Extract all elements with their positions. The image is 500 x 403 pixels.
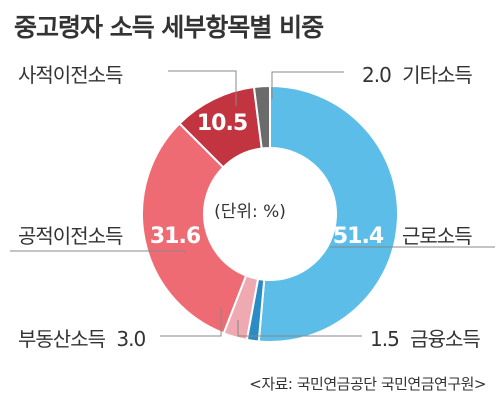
label-real-estate-name: 부동산소득 <box>18 327 106 351</box>
label-public-transfer: 공적이전소득 <box>18 224 123 248</box>
value-public-transfer: 31.6 <box>150 224 201 249</box>
slice-0 <box>257 84 399 343</box>
label-real-estate: 부동산소득 3.0 <box>18 327 145 351</box>
label-earned: 근로소득 <box>402 224 472 248</box>
label-other: 2.0 기타소득 <box>362 63 472 87</box>
label-financial-value: 1.5 <box>370 327 399 351</box>
leader-line-other <box>271 71 344 99</box>
leader-line-real-estate <box>160 307 222 337</box>
leader-line-private-transfer <box>168 70 237 106</box>
value-earned: 51.4 <box>333 224 384 249</box>
label-real-estate-value: 3.0 <box>116 327 145 351</box>
unit-label: (단위: %) <box>214 202 286 222</box>
chart-title: 중고령자 소득 세부항목별 비중 <box>14 13 324 42</box>
slice-5 <box>252 84 271 150</box>
label-other-value: 2.0 <box>362 63 391 87</box>
label-financial-name: 금융소득 <box>410 327 480 351</box>
label-other-name: 기타소득 <box>402 63 472 87</box>
leader-line-financial <box>237 320 362 337</box>
label-private-transfer: 사적이전소득 <box>18 63 123 87</box>
source-note: <자료: 국민연금공단 국민연금연구원> <box>249 375 486 393</box>
value-private-transfer: 10.5 <box>197 111 247 136</box>
label-financial: 1.5 금융소득 <box>370 327 480 351</box>
slice-3 <box>141 122 248 335</box>
